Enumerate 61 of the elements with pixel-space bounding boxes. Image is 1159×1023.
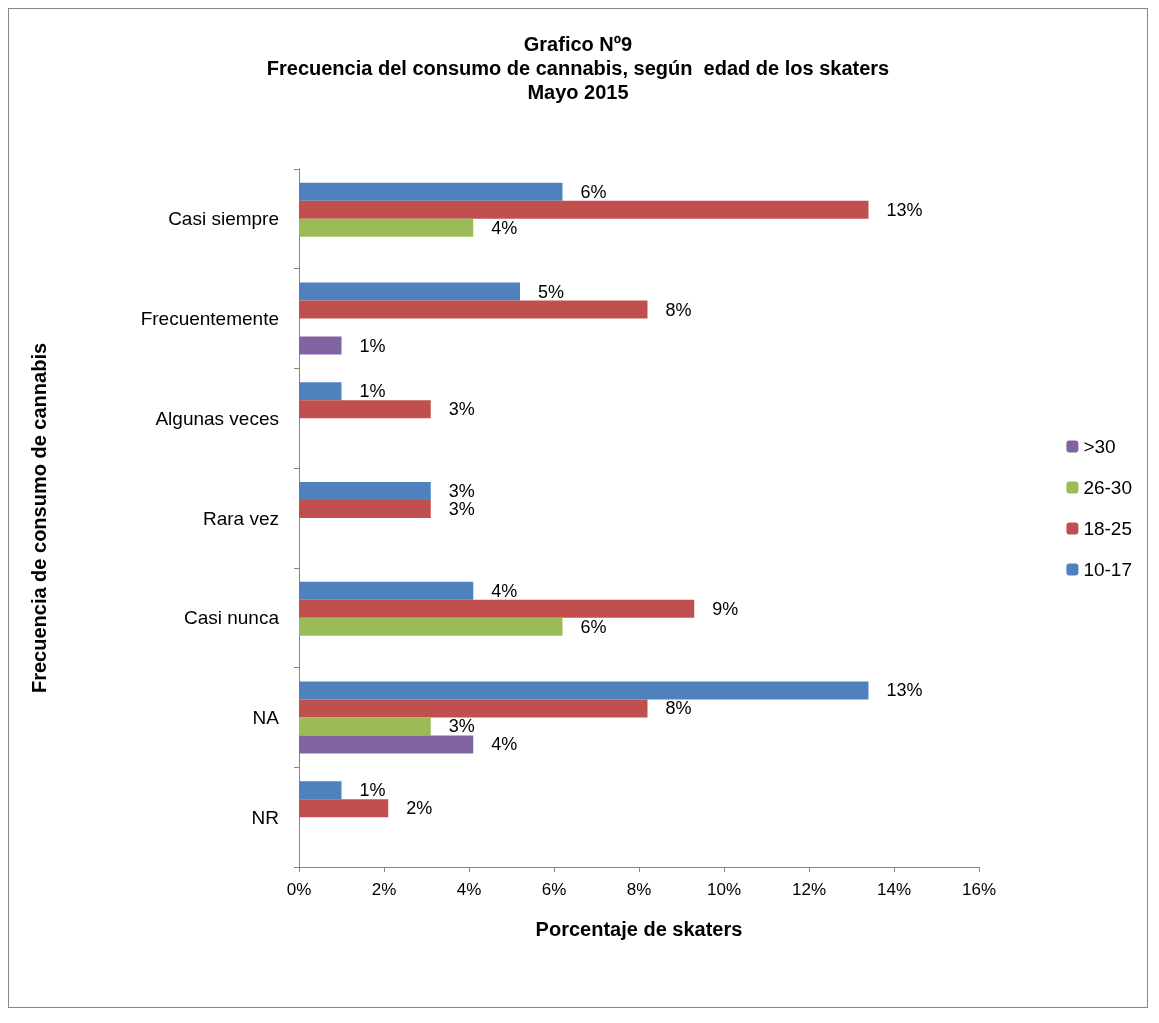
bar [299, 581, 474, 600]
bar [299, 717, 431, 736]
x-tick-label: 8% [626, 880, 652, 899]
data-label: 6% [580, 616, 607, 637]
bar [299, 400, 431, 419]
bar [299, 799, 389, 818]
bar [299, 382, 342, 401]
bar [299, 200, 869, 219]
data-label: 4% [491, 580, 518, 601]
x-tick-label: 0% [286, 880, 312, 899]
data-label: 3% [448, 399, 475, 420]
y-axis-title: Frecuencia de consumo de cannabis [28, 342, 50, 694]
data-label: 2% [406, 798, 433, 819]
chart-title: Grafico Nº9 Frecuencia del consumo de cannabis, según edad de los skaters Mayo 2015 [266, 33, 890, 103]
x-tick-label: 4% [456, 880, 482, 899]
y-tick-label: Algunas veces [155, 407, 279, 429]
x-tick-label: 16% [961, 880, 997, 899]
legend-label: 10-17 [1083, 559, 1133, 580]
data-label: 3% [448, 499, 475, 519]
bar [299, 482, 431, 500]
y-tick-label: NA [252, 706, 280, 728]
data-label: 13% [886, 680, 923, 701]
x-tick-label: 6% [541, 880, 567, 899]
bar [299, 781, 342, 800]
data-label: 8% [665, 299, 692, 320]
bar [299, 282, 520, 301]
x-tick-label: 10% [706, 880, 742, 899]
bar [299, 699, 648, 718]
legend-label: >30 [1083, 436, 1116, 457]
data-label: 1% [359, 780, 386, 801]
y-tick-label: Casi siempre [168, 208, 279, 230]
y-tick-label: Rara vez [202, 507, 279, 529]
x-tick-label: 12% [791, 880, 827, 899]
bar [299, 182, 563, 201]
data-label: 1% [359, 381, 386, 402]
legend-label: 18-25 [1083, 518, 1133, 539]
data-label: 3% [448, 481, 475, 501]
data-label: 4% [491, 217, 518, 238]
data-label: 3% [448, 716, 475, 737]
bar [299, 500, 431, 518]
x-tick-label: 14% [876, 880, 912, 899]
data-label: 8% [665, 698, 692, 719]
bar [299, 218, 474, 237]
bar [299, 735, 474, 754]
bar [299, 617, 563, 636]
bar [299, 599, 695, 618]
data-label: 4% [491, 734, 518, 755]
y-tick-label: Frecuentemente [140, 308, 279, 330]
data-label: 9% [712, 598, 739, 619]
bar [299, 681, 869, 700]
data-label: 6% [580, 181, 607, 202]
x-tick-label: 2% [371, 880, 397, 899]
y-tick-label: Casi nunca [183, 607, 280, 629]
legend-label: 26-30 [1083, 477, 1133, 498]
bar [299, 336, 342, 355]
data-label: 13% [886, 199, 923, 220]
bar [299, 300, 648, 319]
y-tick-label: NR [251, 806, 279, 828]
data-label: 1% [359, 335, 386, 356]
data-label: 5% [538, 281, 565, 302]
x-axis-title: Porcentaje de skaters [535, 918, 743, 940]
